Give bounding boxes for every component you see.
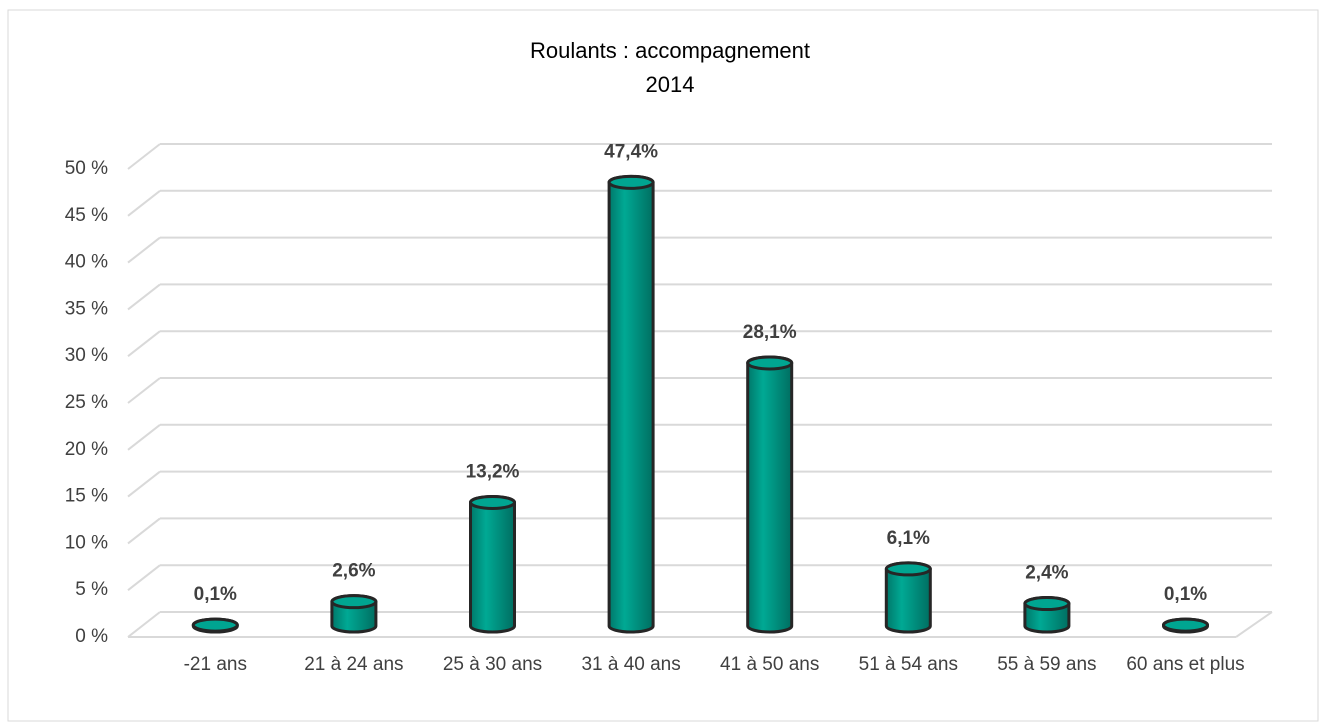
x-tick-label: 55 à 59 ans <box>997 654 1096 675</box>
y-tick-label: 30 % <box>65 345 108 366</box>
value-label: 47,4% <box>604 141 658 162</box>
value-label: 6,1% <box>887 528 930 549</box>
grid-line <box>127 470 161 498</box>
x-tick-label: 25 à 30 ans <box>443 654 542 675</box>
grid-line <box>127 377 161 404</box>
bar-top <box>607 174 655 190</box>
grid-line <box>127 330 161 357</box>
x-tick-label: 21 à 24 ans <box>304 654 403 675</box>
value-label: 13,2% <box>466 461 520 482</box>
chart-frame <box>7 9 1319 722</box>
value-label: 28,1% <box>743 322 797 343</box>
y-tick-label: 0 % <box>75 626 108 647</box>
x-tick-label: 41 à 50 ans <box>720 654 819 675</box>
x-tick-label: -21 ans <box>184 654 247 675</box>
value-label: 0,1% <box>1164 584 1207 605</box>
bar <box>746 355 794 634</box>
grid-line <box>127 611 161 638</box>
bar-top <box>1023 596 1071 612</box>
bar <box>469 494 516 634</box>
bar <box>607 174 655 634</box>
bar-top <box>884 561 932 577</box>
bar-top <box>469 494 516 510</box>
grid-line <box>127 236 161 264</box>
floor-edge <box>1235 611 1273 638</box>
x-tick-label: 51 à 54 ans <box>859 654 958 675</box>
x-tick-label: 31 à 40 ans <box>581 654 680 675</box>
value-label: 0,1% <box>194 584 237 605</box>
value-label: 2,4% <box>1025 563 1068 584</box>
y-tick-label: 50 % <box>65 158 108 179</box>
chart-title: Roulants : accompagnement <box>530 38 810 63</box>
y-tick-label: 25 % <box>65 392 108 413</box>
y-tick-label: 35 % <box>65 298 108 319</box>
value-label: 2,6% <box>332 561 375 582</box>
grid-line <box>127 424 161 451</box>
bar-top <box>191 617 239 633</box>
y-tick-label: 40 % <box>65 252 108 273</box>
bar-top <box>1162 617 1209 633</box>
grid-line <box>127 143 161 170</box>
chart-subtitle: 2014 <box>646 72 695 97</box>
y-tick-label: 45 % <box>65 205 108 226</box>
y-tick-label: 15 % <box>65 486 108 507</box>
y-tick-label: 10 % <box>65 532 108 553</box>
y-tick-label: 5 % <box>75 579 108 600</box>
grid-line <box>127 283 161 311</box>
bar-top <box>330 594 378 610</box>
grid-line <box>127 564 161 591</box>
grid-line <box>127 190 161 217</box>
x-tick-label: 60 ans et plus <box>1126 654 1244 675</box>
grid-line <box>127 517 161 545</box>
y-tick-label: 20 % <box>65 439 108 460</box>
bar-top <box>746 355 794 371</box>
